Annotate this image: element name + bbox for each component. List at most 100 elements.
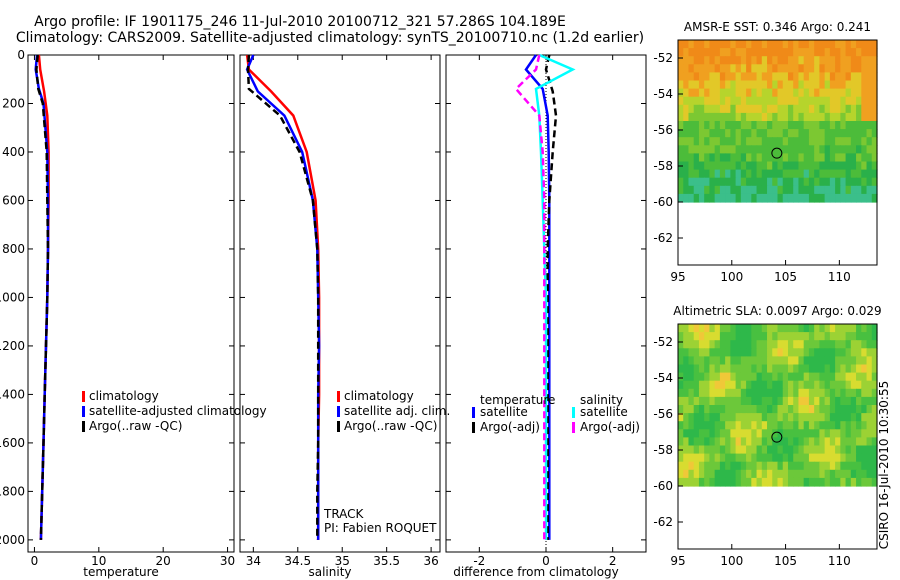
salinity-xtick-label: 36 — [423, 554, 438, 568]
sla_map-cell — [840, 469, 847, 479]
sst_map-cell — [730, 121, 737, 130]
sst_map-cell — [850, 64, 857, 73]
sla_map-cell — [793, 429, 800, 438]
sst_map-cell — [856, 64, 862, 73]
sst_map-cell — [835, 112, 841, 122]
sst_map-cell — [683, 104, 690, 114]
sst_map-cell — [756, 169, 763, 179]
sla_map-cell — [735, 413, 742, 422]
sst_map-cell — [866, 104, 873, 114]
sla_map-cell — [714, 453, 721, 463]
sla_map-cell — [678, 477, 684, 487]
sst_map-cell — [678, 185, 684, 195]
sla_map-cell — [845, 445, 852, 455]
sla_map-cell — [808, 405, 815, 414]
salinity-series-line — [246, 54, 320, 540]
sst_map-cell — [787, 72, 794, 82]
sst_map-cell — [793, 153, 800, 163]
sst_map-cell — [777, 129, 784, 138]
sla_map-cell — [698, 469, 705, 479]
sla_map-cell — [714, 413, 721, 422]
sla_map-ytick-label: -60 — [653, 479, 673, 493]
sst_map-cell — [819, 129, 826, 138]
sst_map-cell — [735, 96, 742, 106]
sst_map-cell — [824, 129, 831, 138]
sst_map-cell — [845, 56, 852, 65]
sst_map-cell — [746, 129, 752, 138]
sst_map-cell — [772, 129, 779, 138]
sst_map-cell — [861, 137, 868, 146]
sst_map-cell — [693, 137, 700, 146]
sst_map-cell — [704, 72, 711, 82]
sla_map-cell — [751, 332, 758, 341]
sst_map-cell — [756, 40, 763, 49]
sla_map-cell — [767, 356, 773, 366]
sst_map-cell — [845, 193, 852, 203]
sla_map-cell — [751, 477, 758, 487]
sst_map-cell — [761, 80, 768, 90]
sst_map-cell — [798, 137, 805, 146]
sst_map-cell — [767, 145, 773, 154]
sla_map-ytick-label: -56 — [653, 407, 673, 421]
sst_map-cell — [714, 161, 721, 171]
sla_map-cell — [824, 445, 831, 455]
sla_map-cell — [751, 380, 758, 390]
sst_map-cell — [683, 193, 690, 203]
sst_map-cell — [808, 193, 815, 203]
sst_map-cell — [866, 96, 873, 106]
sla_map-cell — [866, 332, 873, 341]
salinity-xtick-label: 35 — [335, 554, 350, 568]
sst_map-cell — [730, 137, 737, 146]
sla_map-cell — [714, 437, 721, 447]
sla_map-cell — [678, 388, 684, 398]
sla_map-cell — [688, 461, 695, 471]
sla_map-cell — [740, 445, 747, 455]
sla_map-cell — [845, 429, 852, 438]
sla_map-cell — [787, 461, 794, 471]
sst_map-cell — [808, 48, 815, 57]
sla_map-cell — [740, 437, 747, 447]
sla_map-cell — [730, 332, 737, 341]
sla_map-cell — [683, 405, 690, 414]
sst_map-cell — [740, 145, 747, 154]
sst_map-cell — [787, 56, 794, 65]
sla_map-cell — [704, 324, 711, 333]
sst_map-cell — [688, 112, 695, 122]
sla_map-cell — [756, 453, 763, 463]
sst_map-cell — [803, 64, 810, 73]
sla_map-cell — [798, 477, 805, 487]
sla_map-cell — [678, 453, 684, 463]
sst_map-cell — [693, 121, 700, 130]
sst_map-cell — [824, 48, 831, 57]
sst_map-cell — [871, 153, 878, 163]
sst_map-cell — [793, 40, 800, 49]
sla_map-cell — [777, 453, 784, 463]
sla_map-cell — [678, 348, 684, 357]
sst_map-cell — [777, 177, 784, 187]
sst_map-cell — [808, 161, 815, 171]
sst_map-cell — [840, 177, 847, 187]
sla_map-cell — [861, 477, 868, 487]
sla_map-cell — [787, 405, 794, 414]
sla_map-cell — [845, 348, 852, 357]
sla_map-cell — [829, 413, 836, 422]
sst_map-cell — [845, 185, 852, 195]
sla_map-cell — [709, 356, 716, 366]
sst_map-cell — [819, 112, 826, 122]
sst_map-cell — [840, 137, 847, 146]
temperature-xlabel: temperature — [83, 565, 158, 579]
sst_map-cell — [829, 121, 836, 130]
sst_map-cell — [746, 177, 752, 187]
sst_map-cell — [808, 121, 815, 130]
sla_map-cell — [756, 340, 763, 349]
sst_map-cell — [866, 137, 873, 146]
sla_map-cell — [856, 364, 862, 374]
sst_map-cell — [819, 40, 826, 49]
sla_map-cell — [871, 364, 878, 374]
sst_map-cell — [782, 112, 789, 122]
sla_map-cell — [803, 364, 810, 374]
sst_map-cell — [761, 169, 768, 179]
sla_map-cell — [735, 437, 742, 447]
sst_map-cell — [746, 185, 752, 195]
sst_map-cell — [688, 88, 695, 98]
